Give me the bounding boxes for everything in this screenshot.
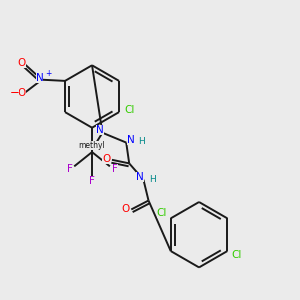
Text: Cl: Cl: [157, 208, 167, 218]
Text: O: O: [18, 58, 26, 68]
Text: O: O: [122, 204, 130, 214]
Text: F: F: [89, 176, 95, 186]
Text: F: F: [112, 164, 118, 174]
Text: methyl: methyl: [79, 141, 105, 150]
Text: O: O: [18, 88, 26, 98]
Text: −: −: [9, 86, 19, 99]
Text: N: N: [127, 135, 134, 145]
Text: Cl: Cl: [232, 250, 242, 260]
Text: O: O: [103, 154, 111, 164]
Text: N: N: [136, 172, 144, 182]
Text: H: H: [150, 175, 156, 184]
Text: N: N: [36, 73, 43, 83]
Text: N: N: [96, 125, 104, 135]
Text: F: F: [67, 164, 72, 174]
Text: +: +: [45, 69, 52, 78]
Text: H: H: [138, 137, 145, 146]
Text: Cl: Cl: [124, 105, 135, 115]
